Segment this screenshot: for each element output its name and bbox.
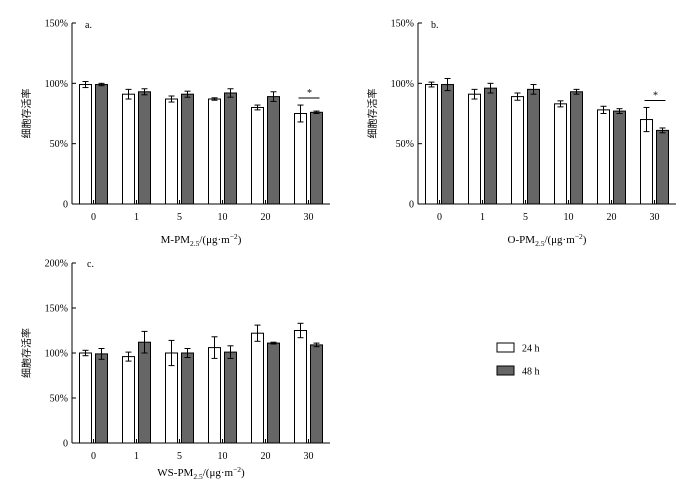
bar-48h xyxy=(181,352,194,444)
bar-24h xyxy=(165,352,178,444)
x-tick-label: 20 xyxy=(607,212,617,223)
significance-star: * xyxy=(653,90,658,101)
legend-swatch-24h xyxy=(496,342,515,353)
y-axis-label: 细胞存活率 xyxy=(20,89,33,139)
x-tick-label: 5 xyxy=(523,212,528,223)
panel-label: b. xyxy=(431,20,439,31)
significance-star: * xyxy=(307,88,312,99)
bar-24h xyxy=(165,98,178,205)
legend-label-24h: 24 h xyxy=(522,344,540,355)
y-axis-label: 细胞存活率 xyxy=(20,328,33,378)
y-tick-label: 50% xyxy=(50,139,68,150)
legend-swatch-48h xyxy=(496,365,515,376)
bar-48h xyxy=(224,92,237,205)
bar-48h xyxy=(224,351,237,444)
y-tick-label: 50% xyxy=(50,394,68,405)
y-tick-label: 150% xyxy=(45,19,68,30)
y-tick-label: 100% xyxy=(391,79,414,90)
bar-24h xyxy=(294,330,307,444)
y-tick-label: 100% xyxy=(45,349,68,360)
bar-48h xyxy=(310,344,323,444)
bar-24h xyxy=(122,93,135,205)
bar-48h xyxy=(441,84,454,205)
bar-48h xyxy=(138,341,151,444)
y-tick-label: 0 xyxy=(63,200,68,211)
bar-24h xyxy=(208,98,221,205)
bar-48h xyxy=(181,93,194,205)
x-tick-label: 10 xyxy=(218,451,228,462)
bar-24h xyxy=(79,84,92,205)
y-tick-label: 0 xyxy=(63,439,68,450)
x-tick-label: 0 xyxy=(91,212,96,223)
bar-48h xyxy=(95,353,108,444)
bar-48h xyxy=(267,96,280,205)
panel-a: 0 50% 100% 150% 0 1 5 10 20 30 * a. 细胞存活率 M-PM2.5/(μg… xyxy=(20,19,330,248)
y-tick-label: 150% xyxy=(391,19,414,30)
bar-48h xyxy=(484,87,497,205)
x-tick-label: 0 xyxy=(91,451,96,462)
y-tick-label: 0 xyxy=(409,200,414,211)
y-tick-label: 50% xyxy=(396,139,414,150)
panel-b: 0 50% 100% 150% 0 1 5 10 20 30 * b. 细胞存活率 O-PM2.5/(μg… xyxy=(366,19,676,248)
x-tick-label: 1 xyxy=(134,212,139,223)
x-tick-label: 20 xyxy=(261,212,271,223)
y-tick-label: 100% xyxy=(45,79,68,90)
panel-c: 0 50% 100% 150% 200% 0 1 5 10 20 30 c. 细胞存活率 WS-PM2.5… xyxy=(20,259,330,481)
bar-48h xyxy=(527,88,540,205)
bar-24h xyxy=(251,332,264,444)
bar-24h xyxy=(251,106,264,205)
bar-48h xyxy=(570,91,583,205)
x-axis-label: WS-PM2.5/(μg·m−2) xyxy=(157,465,245,481)
x-tick-label: 10 xyxy=(218,212,228,223)
bar-24h xyxy=(640,119,653,205)
bar-24h xyxy=(208,347,221,444)
bar-48h xyxy=(138,91,151,205)
x-tick-label: 5 xyxy=(177,451,182,462)
panel-label: c. xyxy=(87,259,94,270)
y-tick-label: 150% xyxy=(45,304,68,315)
legend: 24 h 48 h xyxy=(496,342,540,378)
legend-label-48h: 48 h xyxy=(522,367,540,378)
bar-24h xyxy=(294,113,307,205)
bar-24h xyxy=(554,103,567,205)
bar-24h xyxy=(468,93,481,205)
x-tick-label: 20 xyxy=(261,451,271,462)
y-axis-label: 细胞存活率 xyxy=(366,89,379,139)
bar-24h xyxy=(511,96,524,205)
bar-24h xyxy=(425,84,438,205)
bar-48h xyxy=(656,129,669,205)
x-tick-label: 5 xyxy=(177,212,182,223)
x-axis-label: M-PM2.5/(μg·m−2) xyxy=(161,232,242,248)
panel-label: a. xyxy=(85,20,92,31)
bar-48h xyxy=(310,111,323,205)
bar-24h xyxy=(79,352,92,444)
x-tick-label: 1 xyxy=(134,451,139,462)
x-tick-label: 1 xyxy=(480,212,485,223)
bar-24h xyxy=(597,109,610,205)
x-tick-label: 10 xyxy=(564,212,574,223)
x-tick-label: 30 xyxy=(304,212,314,223)
bar-24h xyxy=(122,356,135,444)
x-tick-label: 30 xyxy=(304,451,314,462)
x-axis-label: O-PM2.5/(μg·m−2) xyxy=(508,232,587,248)
y-tick-label: 200% xyxy=(45,259,68,270)
x-tick-label: 0 xyxy=(437,212,442,223)
bar-48h xyxy=(267,342,280,444)
bar-48h xyxy=(95,84,108,205)
bar-48h xyxy=(613,110,626,205)
x-tick-label: 30 xyxy=(650,212,660,223)
